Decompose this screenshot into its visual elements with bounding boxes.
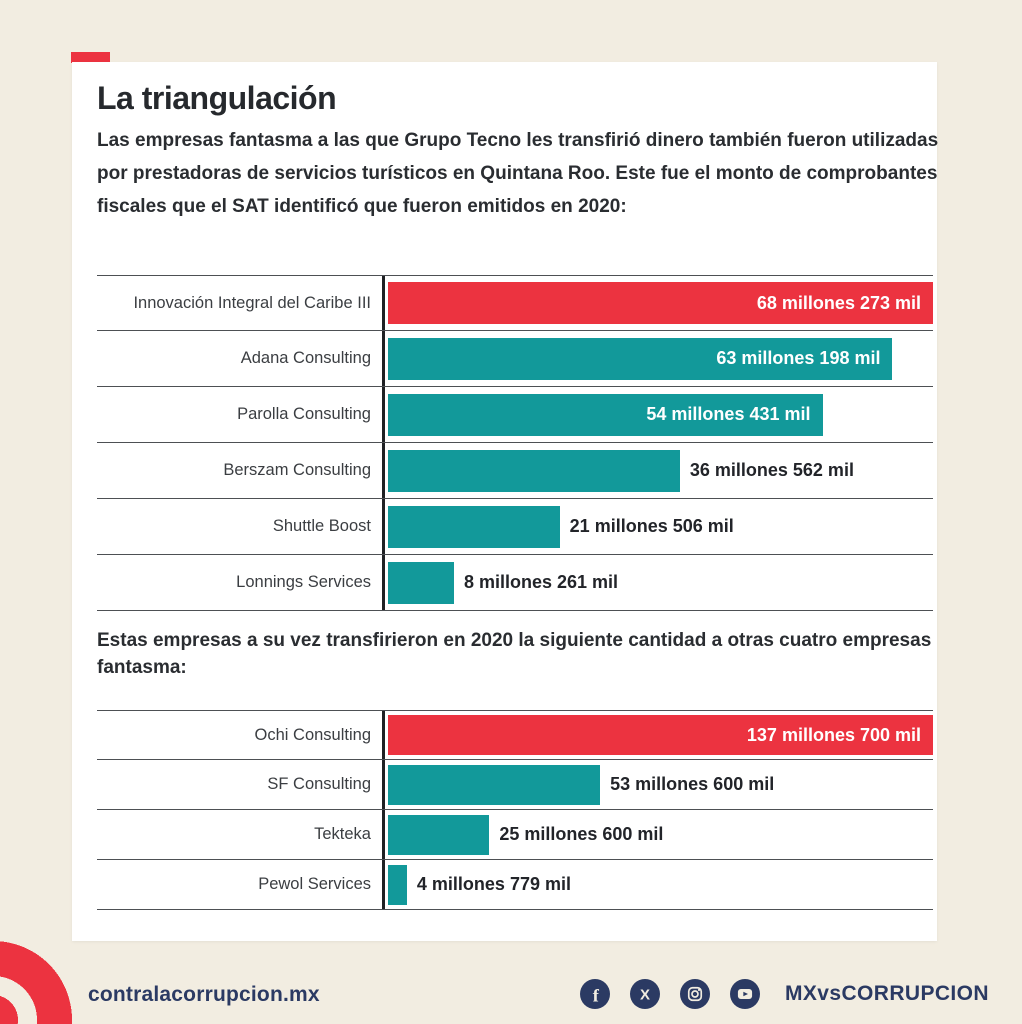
- bar-area: 25 millones 600 mil: [385, 810, 933, 859]
- social-handle: MXvsCORRUPCION: [785, 982, 989, 1005]
- bar-value-label: 4 millones 779 mil: [416, 874, 571, 894]
- facebook-icon[interactable]: f: [580, 979, 610, 1009]
- bar-value-label: 137 millones 700 mil: [746, 724, 921, 745]
- chart-row: Tekteka 25 millones 600 mil: [97, 810, 933, 860]
- chart-row: Adana Consulting 63 millones 198 mil: [97, 331, 933, 387]
- row-label: Ochi Consulting: [97, 711, 385, 759]
- bar-area: 53 millones 600 mil: [385, 760, 933, 809]
- accent-tab: [71, 52, 110, 63]
- page-title: La triangulación: [97, 80, 337, 116]
- row-label: Lonnings Services: [97, 555, 385, 610]
- chart-row: SF Consulting 53 millones 600 mil: [97, 760, 933, 810]
- row-label: Berszam Consulting: [97, 443, 385, 498]
- bar-area: 137 millones 700 mil: [385, 711, 933, 759]
- youtube-icon[interactable]: [730, 979, 760, 1009]
- row-label: Adana Consulting: [97, 331, 385, 386]
- bar-area: 8 millones 261 mil: [385, 555, 933, 610]
- row-label: Parolla Consulting: [97, 387, 385, 442]
- website-link[interactable]: contralacorrupcion.mx: [88, 983, 320, 1006]
- chart-row: Shuttle Boost 21 millones 506 mil: [97, 499, 933, 555]
- chart-row: Ochi Consulting 137 millones 700 mil: [97, 710, 933, 760]
- chart-row: Berszam Consulting 36 millones 562 mil: [97, 443, 933, 499]
- chart-row: Innovación Integral del Caribe III 68 mil…: [97, 275, 933, 331]
- chart-row: Pewol Services 4 millones 779 mil: [97, 860, 933, 910]
- bar-area: 21 millones 506 mil: [385, 499, 933, 554]
- svg-text:X: X: [640, 986, 650, 1003]
- row-label: SF Consulting: [97, 760, 385, 809]
- bar: [388, 864, 407, 905]
- bar-value-label: 25 millones 600 mil: [499, 824, 664, 844]
- bar-value-label: 36 millones 562 mil: [689, 460, 854, 480]
- content-card: La triangulación Las empresas fantasma a…: [72, 62, 938, 941]
- bar: [388, 764, 601, 805]
- bar-value-label: 53 millones 600 mil: [610, 774, 775, 794]
- bar-value-label: 63 millones 198 mil: [716, 348, 881, 368]
- bar: [388, 505, 560, 548]
- chart-row: Parolla Consulting 54 millones 431 mil: [97, 387, 933, 443]
- bar-area: 54 millones 431 mil: [385, 387, 933, 442]
- bar-value-label: 21 millones 506 mil: [569, 516, 734, 536]
- brand-logo: [0, 934, 100, 1024]
- bar: [388, 449, 680, 492]
- bar: 63 millones 198 mil: [388, 337, 893, 380]
- bar-value-label: 68 millones 273 mil: [756, 292, 921, 313]
- bar: 137 millones 700 mil: [388, 715, 933, 755]
- instagram-icon[interactable]: [680, 979, 710, 1009]
- social-bar: f X MXvsCORRUPCION: [580, 979, 989, 1009]
- x-icon[interactable]: X: [630, 979, 660, 1009]
- chart-row: Lonnings Services 8 millones 261 mil: [97, 555, 933, 611]
- bar: 54 millones 431 mil: [388, 393, 823, 436]
- second-intro-text: Estas empresas a su vez transfirieron en…: [97, 630, 932, 678]
- bar-value-label: 54 millones 431 mil: [646, 404, 811, 424]
- chart-transferencias-2020: Ochi Consulting 137 millones 700 mil SF Co…: [97, 710, 933, 910]
- bar-area: 4 millones 779 mil: [385, 860, 933, 909]
- row-label: Shuttle Boost: [97, 499, 385, 554]
- row-label: Tekteka: [97, 810, 385, 859]
- bar: [388, 561, 454, 604]
- bar-area: 36 millones 562 mil: [385, 443, 933, 498]
- bar: [388, 814, 490, 855]
- bar-area: 63 millones 198 mil: [385, 331, 933, 386]
- bar-value-label: 8 millones 261 mil: [463, 572, 619, 592]
- intro-text: Las empresas fantasma a las que Grupo Te…: [97, 130, 939, 217]
- row-label: Pewol Services: [97, 860, 385, 909]
- svg-text:f: f: [593, 986, 600, 1006]
- bar: 68 millones 273 mil: [388, 282, 933, 324]
- bar-area: 68 millones 273 mil: [385, 276, 933, 330]
- footer: contralacorrupcion.mx f X MXvsCORRU: [0, 934, 1022, 1024]
- row-label: Innovación Integral del Caribe III: [97, 276, 385, 330]
- chart-comprobantes-2020: Innovación Integral del Caribe III 68 mil…: [97, 275, 933, 611]
